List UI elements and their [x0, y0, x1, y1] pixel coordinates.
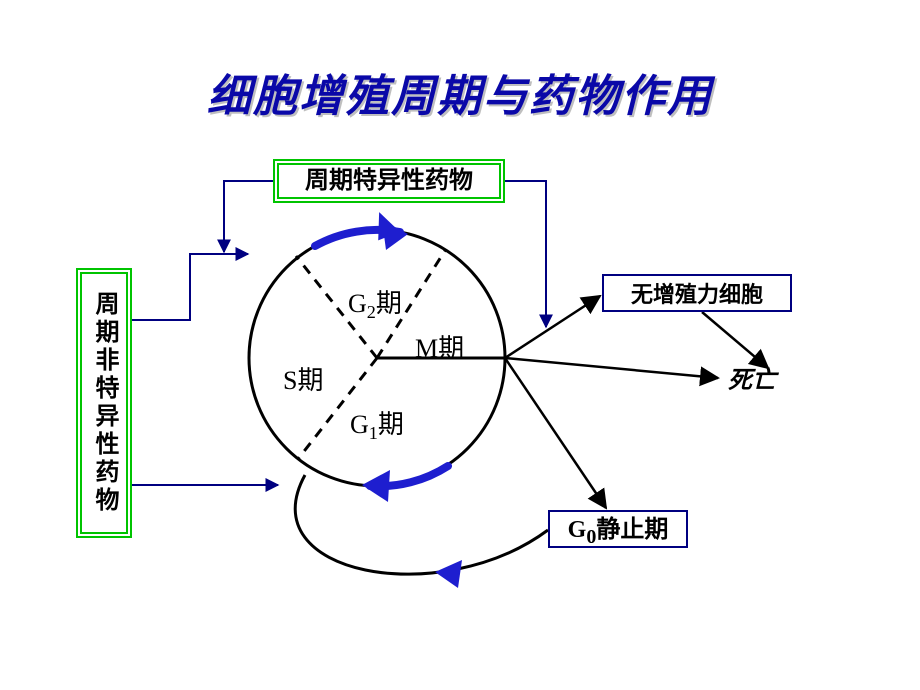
- g0-return-curve: [295, 475, 548, 574]
- g0-return-arrowhead: [435, 560, 462, 588]
- phase-m: M期: [415, 328, 464, 365]
- label-cycle-specific-drugs: 周期特异性药物: [305, 168, 473, 194]
- box-cycle-nonspecific-drugs: 周期非特异性药物: [76, 268, 132, 538]
- exit-arrows: [505, 296, 768, 508]
- box-non-proliferating-cells: 无增殖力细胞: [602, 274, 792, 312]
- cycle-arrow-bottom: [362, 466, 448, 502]
- label-g0-phase: G0静止期: [568, 509, 669, 549]
- connectors: [132, 181, 546, 485]
- label-death: 死亡: [728, 360, 776, 395]
- cycle-arrow-top: [315, 212, 408, 250]
- phase-g1: G1期: [350, 404, 404, 444]
- box-cycle-specific-drugs: 周期特异性药物: [273, 159, 505, 203]
- phase-g2: G2期: [348, 283, 402, 323]
- label-non-proliferating-cells: 无增殖力细胞: [631, 277, 763, 309]
- label-cycle-nonspecific-drugs: 周期非特异性药物: [89, 291, 119, 515]
- box-g0-phase: G0静止期: [548, 510, 688, 548]
- phase-s: S期: [283, 360, 323, 397]
